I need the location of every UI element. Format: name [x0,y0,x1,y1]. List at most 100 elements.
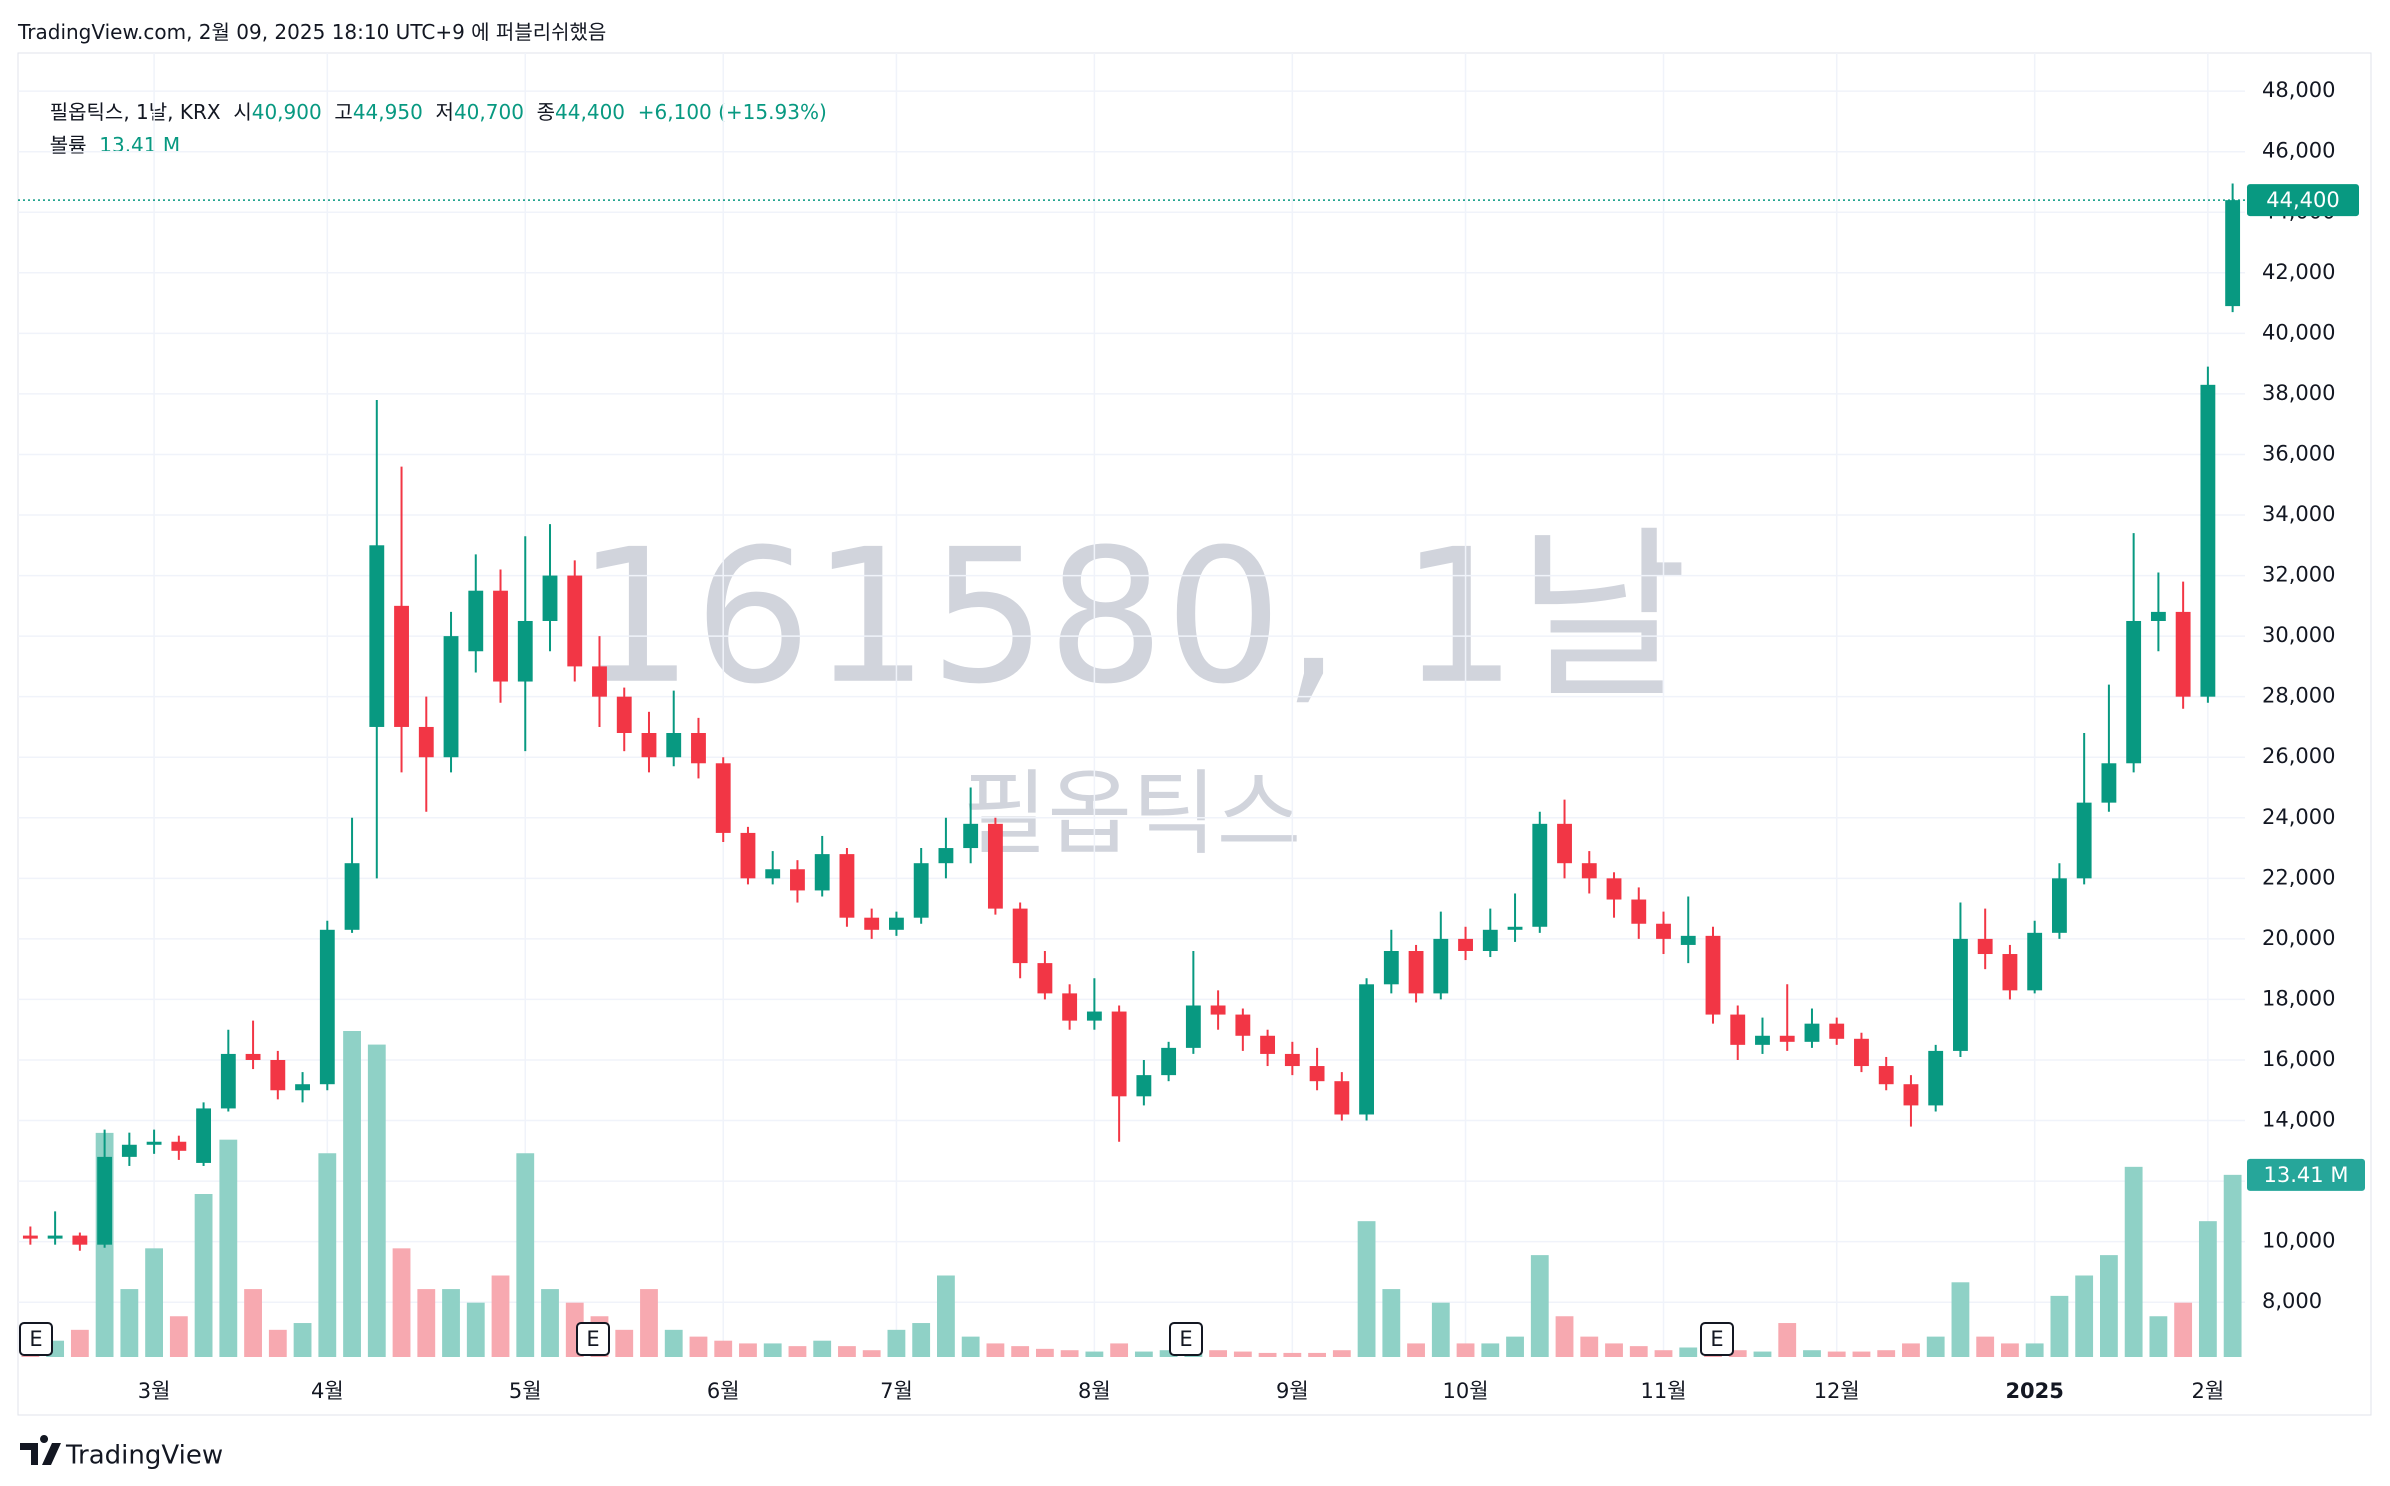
volume-bar [268,1329,287,1357]
volume-bar [912,1323,931,1357]
candle-body [1458,938,1473,951]
x-tick-label: 7월 [880,1379,913,1403]
volume-bar [640,1289,658,1357]
last-price-label: 44,400 [2266,188,2339,212]
y-tick-label: 40,000 [2262,320,2335,344]
volume-bar [194,1194,213,1357]
earnings-box [1700,1322,1734,1356]
candle-body [814,854,830,891]
candle-body [2051,878,2067,933]
candle-body [740,832,756,879]
x-tick-label: 3월 [138,1379,171,1403]
volume-bar [1085,1351,1104,1357]
candle-body [715,763,731,833]
candle-body [2175,611,2191,697]
volume-bar [986,1343,1005,1357]
volume-bar [1011,1346,1030,1357]
volume-bar [2223,1174,2242,1357]
volume-bar [1753,1351,1772,1357]
candle-body [1854,1038,1869,1067]
volume-bar [1308,1352,1326,1357]
volume-bar [1209,1350,1228,1357]
candle-body [1680,935,1696,945]
candle-body [369,545,385,727]
candle-body [1210,1005,1226,1015]
volume-bar [70,1329,89,1357]
candle-body [1953,938,1968,1051]
candle-body [1235,1014,1251,1036]
earnings-label: E [29,1327,42,1351]
volume-bar [1654,1350,1673,1357]
x-tick-label: 6월 [707,1379,740,1403]
candle-body [913,863,929,918]
volume-bar [1728,1350,1747,1357]
candle-body [1334,1081,1350,1115]
candle-body [1185,1005,1201,1048]
volume-bar [541,1289,559,1357]
y-tick-label: 26,000 [2262,744,2335,768]
candle-body [418,726,434,758]
candle-body [196,1108,212,1163]
x-tick-label: 4월 [311,1379,344,1403]
candle-body [1977,938,1993,955]
y-tick-label: 38,000 [2262,381,2335,405]
candle-body [1408,950,1424,994]
volume-bar [2149,1316,2168,1357]
candle-body [1878,1066,1894,1085]
volume-bar [1506,1336,1524,1357]
candle-body [468,590,484,652]
y-tick-label: 48,000 [2262,78,2335,102]
candle-body [121,1144,137,1157]
x-tick-label: 12월 [1814,1379,1860,1403]
candle-body [319,929,335,1085]
volume-bar [1902,1343,1920,1357]
last-price-box [2247,184,2359,217]
candle-body [765,869,781,879]
candle-body [1779,1035,1795,1042]
candle-body [1581,863,1597,879]
volume-bar [838,1346,856,1357]
candle-body [641,733,657,758]
earnings-label: E [586,1327,599,1351]
candle-body [146,1141,162,1145]
candle-body [72,1235,88,1245]
volume-bar [739,1343,757,1357]
volume-bar [2124,1166,2143,1357]
y-tick-label: 10,000 [2262,1229,2335,1253]
candle-body [1062,993,1078,1021]
x-tick-label: 10월 [1443,1379,1489,1403]
candle-body [592,666,607,697]
volume-bar [1357,1221,1376,1357]
volume-bar [788,1346,807,1357]
candle-body [220,1053,236,1109]
volume-bar [862,1350,881,1357]
volume-bar [1827,1351,1846,1357]
candle-body [1086,1011,1102,1021]
volume-bar [120,1289,139,1357]
x-tick-label: 8월 [1078,1379,1111,1403]
candle-body [517,620,533,682]
close-label: 종 [536,100,556,124]
candle-body [1755,1035,1770,1045]
candle-body [1383,950,1399,985]
volume-bar [887,1329,906,1357]
earnings-box [1169,1322,1203,1356]
candle-body [1557,823,1572,864]
volume-bar [1877,1350,1896,1357]
y-tick-label: 18,000 [2262,986,2335,1010]
candle-body [22,1235,38,1239]
candle-body [394,605,409,727]
volume-bar [1110,1343,1129,1357]
candle-body [493,590,508,682]
volume-bar [417,1289,436,1357]
candle-body [1532,823,1548,927]
earnings-label: E [1710,1327,1723,1351]
candle-body [616,696,632,734]
y-tick-label: 30,000 [2262,623,2335,647]
high-value: 44,950 [352,100,423,124]
candle-body [1631,899,1647,924]
candle-body [1260,1035,1276,1054]
candle-body [1903,1084,1919,1106]
volume-bar [1060,1350,1079,1357]
volume-bar [244,1289,262,1357]
